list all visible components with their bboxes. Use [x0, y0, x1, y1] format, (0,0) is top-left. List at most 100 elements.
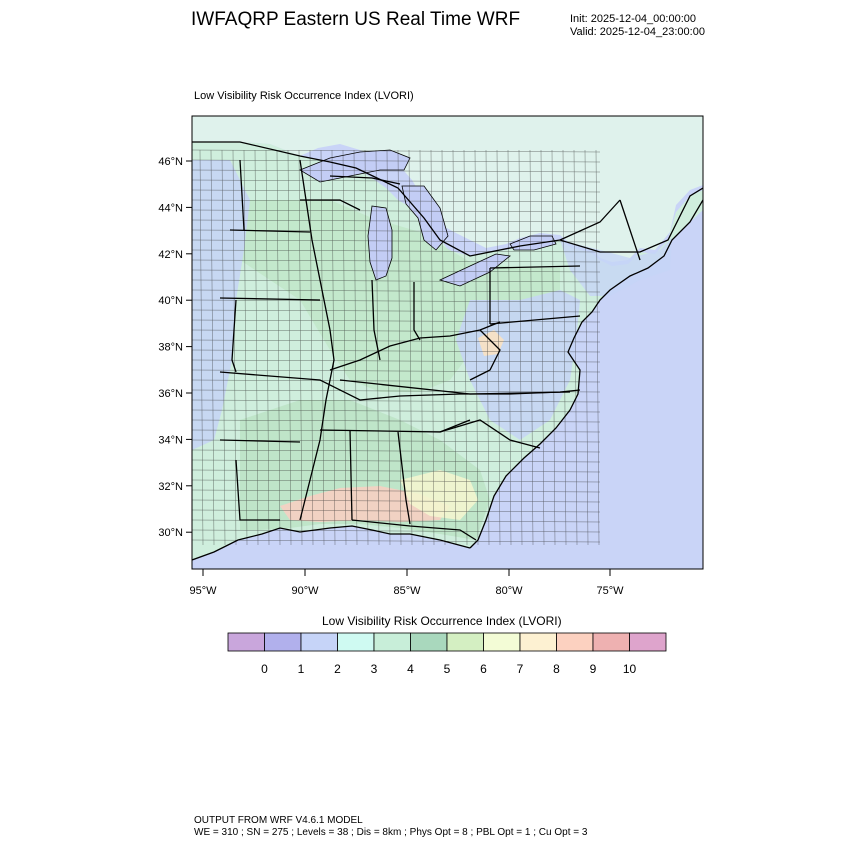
- colorbar-swatch: [519, 632, 557, 652]
- county-line: [309, 149, 314, 546]
- lon-tick-label: 95°W: [189, 585, 217, 597]
- county-line: [192, 249, 601, 253]
- plot-subtitle: Low Visibility Risk Occurrence Index (LV…: [194, 90, 414, 102]
- lon-tick-label: 90°W: [291, 585, 319, 597]
- county-line: [192, 439, 601, 443]
- county-line: [192, 399, 601, 403]
- county-line: [540, 149, 545, 546]
- county-line: [192, 209, 601, 213]
- county-line: [397, 149, 402, 546]
- colorbar-swatch: [227, 632, 265, 652]
- county-line: [265, 149, 270, 546]
- county-line: [192, 159, 601, 163]
- colorbar-swatch: [300, 632, 338, 652]
- colorbar-swatch: [629, 632, 667, 652]
- county-line: [485, 149, 490, 546]
- colorbar-label: 1: [297, 662, 305, 676]
- county-line: [192, 149, 601, 153]
- colorbar-label: 0: [261, 662, 268, 676]
- lake-huron: [401, 185, 449, 251]
- county-line: [507, 149, 512, 546]
- main-title: IWFAQRP Eastern US Real Time WRF: [191, 9, 521, 30]
- border-michigan-up: [329, 175, 401, 185]
- border-iowa-south: [219, 297, 321, 301]
- border-alabama-ga: [397, 431, 411, 525]
- colorbar-label: 7: [516, 662, 524, 676]
- border-pa-south: [489, 315, 581, 325]
- lat-tick-label: 30°N: [158, 527, 183, 539]
- county-line: [192, 509, 601, 513]
- lat-tick-label: 38°N: [158, 342, 183, 354]
- colorbar-label: 9: [589, 662, 597, 676]
- lat-tick-label: 46°N: [158, 156, 183, 168]
- county-line: [192, 199, 601, 203]
- county-line: [430, 149, 435, 546]
- county-line: [192, 369, 601, 373]
- colorbar: [227, 632, 667, 652]
- county-line: [210, 149, 215, 546]
- county-line: [551, 149, 556, 546]
- state-borders: [192, 141, 703, 561]
- county-line: [192, 239, 601, 243]
- county-line: [192, 309, 601, 313]
- county-line: [192, 389, 601, 393]
- longitude-axis: 95°W 90°W 85°W 80°W 75°W: [189, 569, 624, 597]
- county-line: [192, 339, 601, 343]
- lake-erie: [438, 253, 511, 287]
- colorbar-label: 3: [370, 662, 378, 676]
- county-line: [254, 149, 259, 546]
- colorbar-label: 6: [480, 662, 487, 676]
- county-line: [192, 469, 601, 473]
- border-iowa-north: [229, 229, 311, 233]
- map-area: [192, 116, 703, 569]
- great-lakes: [299, 149, 557, 287]
- county-line: [573, 149, 578, 546]
- county-line: [386, 149, 391, 546]
- border-va-nc: [469, 391, 571, 395]
- border-indiana-ohio: [413, 282, 421, 341]
- region-blue-west: [192, 160, 250, 450]
- region-warm-wv: [478, 330, 504, 356]
- region-green-north: [240, 200, 560, 392]
- lon-tick-label: 75°W: [596, 585, 624, 597]
- county-line: [199, 149, 204, 546]
- county-line: [595, 149, 600, 546]
- lat-tick-label: 34°N: [158, 434, 183, 446]
- colorbar-swatch: [592, 632, 630, 652]
- border-missouri-west: [231, 299, 237, 373]
- colorbar-swatch: [446, 632, 484, 652]
- county-line: [192, 409, 601, 413]
- county-line: [287, 149, 292, 546]
- map-frame: [191, 115, 704, 570]
- county-line: [562, 149, 567, 546]
- county-line: [298, 149, 303, 546]
- lon-tick-label: 85°W: [393, 585, 421, 597]
- county-line: [192, 219, 601, 223]
- county-line: [364, 149, 369, 546]
- county-line: [452, 149, 457, 546]
- border-arkansas-south: [219, 439, 301, 443]
- county-line: [192, 479, 601, 483]
- border-carolinas: [439, 419, 541, 449]
- lat-tick-label: 44°N: [158, 202, 183, 214]
- county-line: [331, 149, 336, 546]
- county-line: [192, 489, 601, 493]
- county-line: [419, 149, 424, 546]
- coastline-atlantic: [469, 199, 703, 549]
- footer-model-line: OUTPUT FROM WRF V4.6.1 MODEL: [194, 815, 363, 826]
- county-line: [320, 149, 325, 546]
- colorbar-swatch: [373, 632, 411, 652]
- time-info: Init: 2025-12-04_00:00:00 Valid: 2025-12…: [570, 13, 705, 39]
- border-kentucky-tn: [339, 379, 471, 395]
- county-line: [192, 359, 601, 363]
- colorbar-title: Low Visibility Risk Occurrence Index (LV…: [322, 614, 562, 628]
- county-line: [474, 149, 479, 546]
- border-wisconsin: [300, 199, 361, 211]
- county-line: [192, 269, 601, 273]
- valid-time: Valid: 2025-12-04_23:00:00: [570, 26, 705, 38]
- lake-superior: [299, 149, 411, 183]
- border-ny-north: [559, 199, 621, 241]
- colorbar-swatch: [483, 632, 521, 652]
- county-line: [529, 149, 534, 546]
